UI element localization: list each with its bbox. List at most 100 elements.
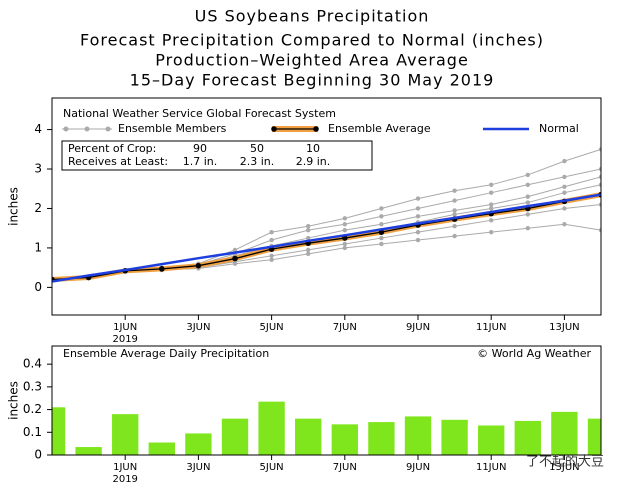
member-point bbox=[525, 200, 530, 205]
member-point bbox=[342, 241, 347, 247]
member-point bbox=[306, 224, 311, 229]
x-tick-label: 7JUN bbox=[333, 462, 357, 473]
crop-table-cell: 1.7 in. bbox=[183, 155, 218, 168]
y-tick-label: 3 bbox=[34, 162, 42, 176]
member-point bbox=[306, 251, 311, 257]
x-tick-label: 1JUN bbox=[113, 462, 137, 473]
bar bbox=[295, 418, 322, 455]
x-tick-label: 13JUN bbox=[549, 322, 579, 333]
member-point bbox=[232, 247, 238, 253]
plot-frame bbox=[51, 345, 602, 456]
y-tick-label: 4 bbox=[34, 122, 42, 136]
credit: © World Ag Weather bbox=[477, 347, 591, 360]
bar bbox=[52, 407, 66, 455]
bar bbox=[258, 401, 285, 455]
member-line bbox=[52, 176, 601, 280]
bar bbox=[331, 424, 358, 455]
member-point bbox=[598, 227, 601, 233]
member-point bbox=[598, 147, 601, 152]
member-point bbox=[525, 194, 530, 199]
legend-swatch-dot bbox=[84, 126, 90, 132]
x-tick-label: 3JUN bbox=[186, 322, 210, 333]
y-axis-label: inches bbox=[7, 187, 21, 226]
bar bbox=[478, 425, 505, 455]
legend-label: Normal bbox=[539, 122, 579, 135]
member-point bbox=[562, 222, 567, 227]
member-point bbox=[342, 216, 347, 221]
member-point bbox=[269, 257, 274, 262]
member-point bbox=[525, 226, 530, 231]
member-line bbox=[52, 168, 601, 280]
member-point bbox=[562, 206, 567, 211]
plot-frame bbox=[51, 97, 602, 316]
bar bbox=[441, 419, 468, 455]
legend-swatch-dot bbox=[105, 126, 111, 132]
member-point bbox=[489, 182, 494, 187]
legend-swatch-dot bbox=[63, 126, 69, 132]
bar bbox=[368, 422, 395, 455]
x-tick-label: 5JUN bbox=[260, 462, 284, 473]
plot-area bbox=[52, 147, 601, 283]
legend-label: Ensemble Average bbox=[328, 122, 431, 135]
member-point bbox=[598, 202, 601, 207]
bar bbox=[112, 414, 139, 455]
subtitle: Production–Weighted Area Average bbox=[155, 51, 469, 70]
y-tick-label: 0.3 bbox=[23, 379, 42, 393]
watermark: 了不起的大豆 bbox=[526, 454, 604, 470]
bar bbox=[185, 433, 212, 455]
member-point bbox=[452, 233, 457, 239]
crop-table-cell: Receives at Least: bbox=[68, 155, 168, 168]
member-point bbox=[415, 196, 421, 201]
legend-label: Ensemble Members bbox=[118, 122, 227, 135]
member-point bbox=[232, 261, 238, 266]
x-tick-label: 11JUN bbox=[476, 322, 506, 333]
crop-table-box bbox=[61, 140, 373, 171]
bar bbox=[148, 442, 175, 455]
member-point bbox=[452, 224, 457, 229]
x-tick-label: 5JUN bbox=[260, 322, 284, 333]
member-point bbox=[415, 229, 421, 235]
member-point bbox=[489, 206, 494, 211]
member-point bbox=[562, 190, 567, 195]
member-point bbox=[415, 237, 421, 243]
member-point bbox=[269, 237, 274, 243]
y-tick-label: 2 bbox=[34, 201, 42, 215]
member-point bbox=[306, 247, 311, 253]
member-point bbox=[342, 245, 347, 251]
y-tick-label: 0.4 bbox=[23, 357, 42, 371]
member-point bbox=[379, 222, 384, 227]
member-point bbox=[415, 214, 421, 219]
title: US Soybeans Precipitation bbox=[195, 7, 430, 26]
legend-title: National Weather Service Global Forecast… bbox=[63, 107, 336, 120]
member-point bbox=[379, 214, 384, 219]
y-tick-label: 1 bbox=[34, 240, 42, 254]
x-tick-label: 1JUN bbox=[113, 322, 137, 333]
member-point bbox=[525, 212, 530, 217]
member-point bbox=[269, 253, 274, 259]
legend-swatch-dot bbox=[313, 126, 319, 132]
member-point bbox=[379, 235, 384, 241]
member-point bbox=[452, 198, 457, 203]
member-point bbox=[598, 166, 601, 172]
member-point bbox=[489, 218, 494, 223]
series-point bbox=[195, 262, 202, 269]
x-tick-label: 9JUN bbox=[406, 462, 430, 473]
y-axis-label: inches bbox=[7, 381, 21, 420]
x-year-label: 2019 bbox=[112, 474, 137, 485]
member-point bbox=[342, 222, 347, 227]
crop-table-cell: 2.9 in. bbox=[296, 155, 331, 168]
member-point bbox=[379, 206, 384, 211]
series-line bbox=[52, 193, 601, 283]
member-point bbox=[452, 212, 457, 217]
member-point bbox=[562, 174, 567, 180]
x-tick-label: 13JUN bbox=[549, 462, 579, 473]
member-point bbox=[562, 158, 567, 164]
x-year-label: 2019 bbox=[112, 334, 137, 345]
bar bbox=[514, 420, 541, 455]
bar bbox=[75, 447, 102, 455]
bar bbox=[404, 416, 432, 455]
crop-table-cell: 10 bbox=[306, 142, 320, 155]
bar bbox=[221, 418, 249, 455]
crop-table-cell: 90 bbox=[193, 142, 207, 155]
